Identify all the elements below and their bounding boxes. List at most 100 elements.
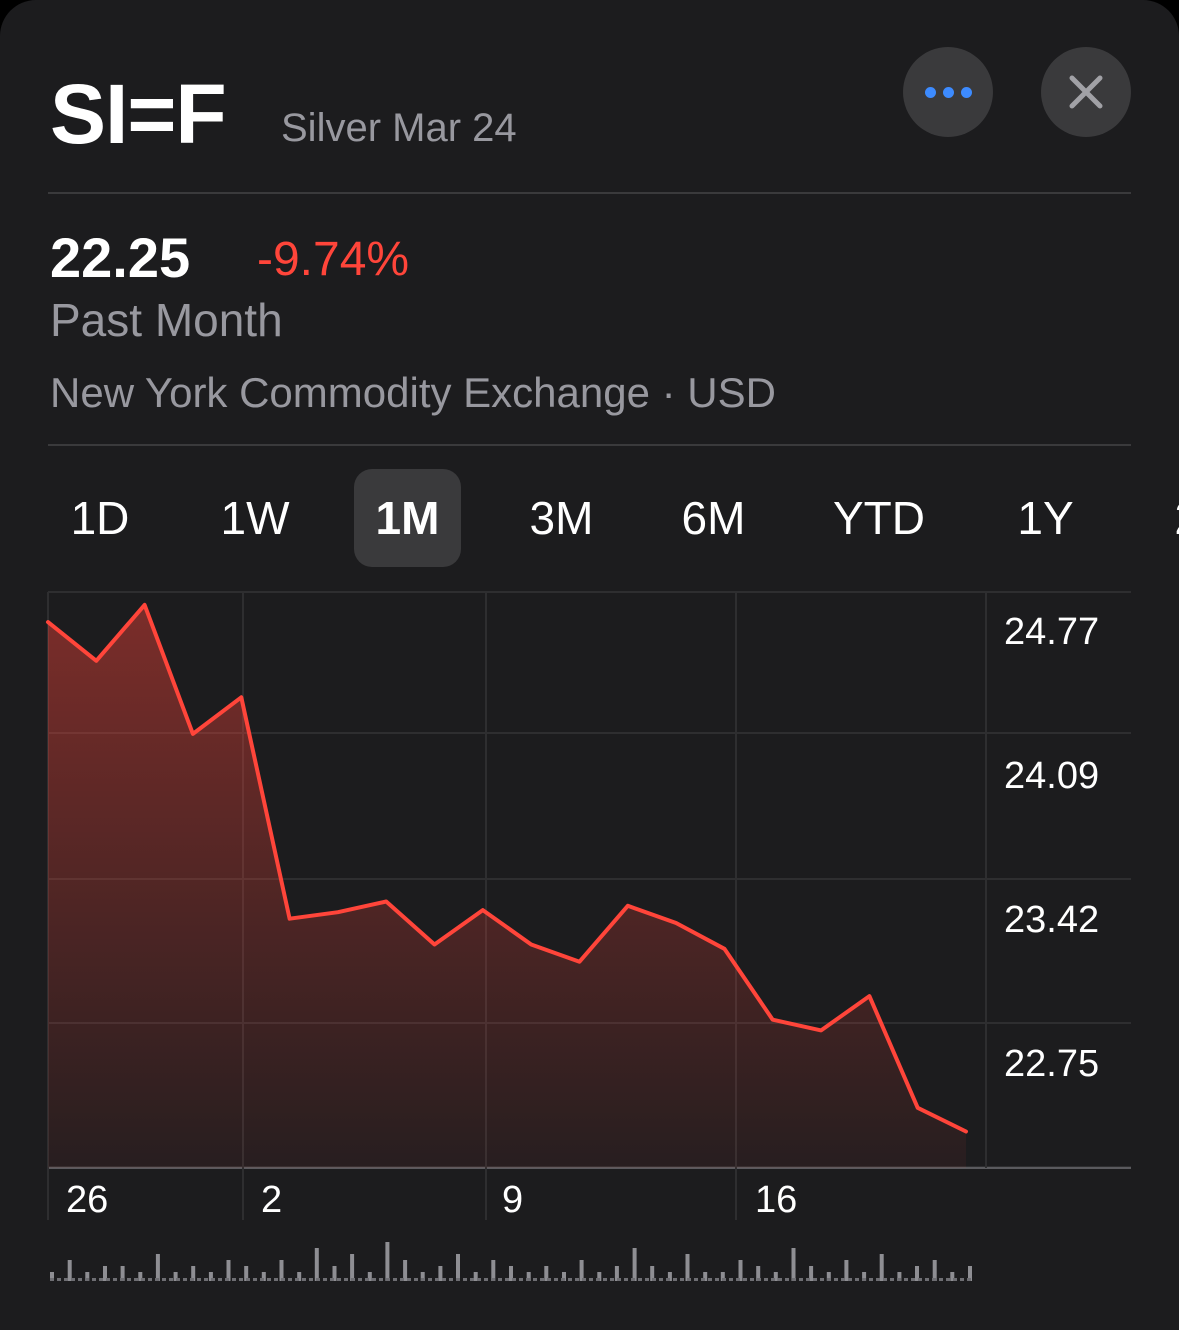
volume-baseline-tick bbox=[295, 1278, 299, 1281]
volume-baseline-tick bbox=[540, 1278, 544, 1281]
volume-bar bbox=[667, 1272, 672, 1281]
volume-baseline-tick bbox=[134, 1278, 138, 1281]
more-button[interactable] bbox=[903, 47, 993, 137]
price-area-fill bbox=[48, 604, 966, 1168]
range-6m[interactable]: 6M bbox=[681, 492, 746, 544]
volume-baseline-tick bbox=[148, 1278, 152, 1281]
volume-baseline-tick bbox=[85, 1278, 89, 1281]
volume-baseline-tick bbox=[449, 1278, 453, 1281]
price-line bbox=[46, 602, 968, 1134]
volume-baseline-tick bbox=[645, 1278, 649, 1281]
volume-bar bbox=[420, 1272, 425, 1281]
volume-baseline-tick bbox=[631, 1278, 635, 1281]
volume-baseline-tick bbox=[337, 1278, 341, 1281]
ticker-symbol: SI=F bbox=[50, 67, 227, 161]
volume-baseline-tick bbox=[827, 1278, 831, 1281]
volume-bar bbox=[597, 1272, 602, 1281]
volume-baseline-tick bbox=[386, 1278, 390, 1281]
volume-baseline-tick bbox=[680, 1278, 684, 1281]
volume-baseline-tick bbox=[946, 1278, 950, 1281]
volume-baseline-tick bbox=[92, 1278, 96, 1281]
volume-baseline-tick bbox=[715, 1278, 719, 1281]
range-1w[interactable]: 1W bbox=[220, 492, 290, 544]
volume-baseline-tick bbox=[918, 1278, 922, 1281]
volume-bar bbox=[85, 1272, 90, 1281]
volume-baseline-tick bbox=[736, 1278, 740, 1281]
volume-baseline-tick bbox=[330, 1278, 334, 1281]
volume-baseline-tick bbox=[666, 1278, 670, 1281]
volume-bar bbox=[756, 1266, 761, 1281]
range-ytd[interactable]: YTD bbox=[833, 492, 925, 544]
volume-bar bbox=[208, 1272, 213, 1281]
volume-bar bbox=[614, 1266, 619, 1281]
volume-baseline-tick bbox=[694, 1278, 698, 1281]
volume-baseline-tick bbox=[477, 1278, 481, 1281]
range-1m[interactable]: 1M bbox=[354, 469, 461, 567]
volume-bar bbox=[191, 1266, 196, 1281]
volume-baseline-tick bbox=[274, 1278, 278, 1281]
volume-baseline-tick bbox=[204, 1278, 208, 1281]
volume-bar bbox=[650, 1266, 655, 1281]
close-button[interactable] bbox=[1041, 47, 1131, 137]
volume-baseline-tick bbox=[596, 1278, 600, 1281]
volume-baseline-tick bbox=[442, 1278, 446, 1281]
volume-baseline-tick bbox=[687, 1278, 691, 1281]
volume-baseline-tick bbox=[491, 1278, 495, 1281]
volume-baseline-tick bbox=[652, 1278, 656, 1281]
volume-baseline-tick bbox=[400, 1278, 404, 1281]
range-3m[interactable]: 3M bbox=[529, 492, 594, 544]
volume-bar bbox=[809, 1266, 814, 1281]
volume-baseline-tick bbox=[848, 1278, 852, 1281]
volume-baseline-tick bbox=[911, 1278, 915, 1281]
y-tick-label: 22.75 bbox=[1004, 1043, 1099, 1085]
volume-baseline-tick bbox=[253, 1278, 257, 1281]
x-tick-label: 2 bbox=[261, 1179, 282, 1221]
range-1d[interactable]: 1D bbox=[70, 492, 130, 544]
volume-baseline-tick bbox=[526, 1278, 530, 1281]
volume-bar bbox=[456, 1254, 460, 1281]
volume-baseline-tick bbox=[547, 1278, 551, 1281]
volume-bar bbox=[738, 1260, 743, 1281]
volume-baseline-tick bbox=[211, 1278, 215, 1281]
volume-baseline-tick bbox=[960, 1278, 964, 1281]
volume-baseline-tick bbox=[659, 1278, 663, 1281]
volume-baseline-tick bbox=[323, 1278, 327, 1281]
volume-baseline-tick bbox=[841, 1278, 845, 1281]
volume-baseline-tick bbox=[708, 1278, 712, 1281]
range-2y[interactable]: 2Y bbox=[1150, 469, 1179, 567]
volume-baseline-tick bbox=[554, 1278, 558, 1281]
volume-bar bbox=[915, 1266, 919, 1281]
volume-baseline-tick bbox=[806, 1278, 810, 1281]
volume-bar bbox=[773, 1272, 778, 1281]
range-1y[interactable]: 1Y bbox=[1017, 492, 1074, 544]
volume-baseline-tick bbox=[372, 1278, 376, 1281]
volume-baseline-tick bbox=[99, 1278, 103, 1281]
volume-baseline-tick bbox=[792, 1278, 796, 1281]
volume-baseline-tick bbox=[939, 1278, 943, 1281]
volume-baseline-tick bbox=[267, 1278, 271, 1281]
volume-baseline-tick bbox=[575, 1278, 579, 1281]
volume-bar bbox=[826, 1272, 831, 1281]
volume-baseline-tick bbox=[463, 1278, 467, 1281]
volume-baseline-tick bbox=[505, 1278, 509, 1281]
volume-baseline-tick bbox=[953, 1278, 957, 1281]
volume-baseline-tick bbox=[393, 1278, 397, 1281]
volume-baseline-tick bbox=[561, 1278, 565, 1281]
volume-bar bbox=[50, 1272, 54, 1281]
volume-baseline-tick bbox=[582, 1278, 586, 1281]
volume-baseline-tick bbox=[610, 1278, 614, 1281]
volume-bar bbox=[173, 1272, 178, 1281]
volume-baseline-tick bbox=[484, 1278, 488, 1281]
volume-baseline-tick bbox=[358, 1278, 362, 1281]
volume-baseline-tick bbox=[127, 1278, 131, 1281]
volume-baseline-tick bbox=[414, 1278, 418, 1281]
current-price: 22.25 bbox=[50, 226, 191, 289]
volume-baseline-tick bbox=[379, 1278, 383, 1281]
x-tick-label: 26 bbox=[66, 1179, 108, 1221]
volume-baseline-tick bbox=[617, 1278, 621, 1281]
volume-baseline-tick bbox=[176, 1278, 180, 1281]
volume-baseline-tick bbox=[512, 1278, 516, 1281]
volume-baseline-tick bbox=[820, 1278, 824, 1281]
volume-bar bbox=[897, 1272, 902, 1281]
